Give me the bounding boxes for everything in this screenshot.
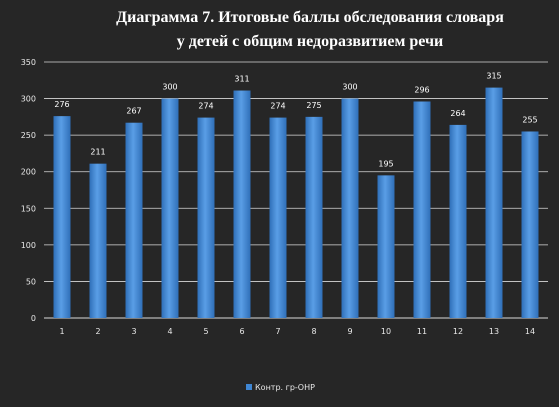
legend-label: Контр. гр-ОНР [255, 383, 315, 392]
bar [125, 122, 143, 318]
y-tick-label: 250 [21, 131, 36, 140]
x-tick-label: 4 [167, 327, 172, 336]
x-tick-label: 10 [381, 327, 391, 336]
x-tick-label: 7 [275, 327, 280, 336]
x-tick-label: 9 [347, 327, 352, 336]
bar [413, 101, 431, 318]
data-label: 195 [378, 159, 393, 168]
data-label: 275 [306, 101, 321, 110]
y-tick-label: 350 [21, 58, 36, 67]
data-label: 276 [54, 100, 69, 109]
y-tick-label: 50 [26, 277, 36, 286]
chart-title-line-1: Диаграмма 7. Итоговые баллы обследования… [116, 9, 504, 26]
data-labels: 276 211 267 300 274 311 274 275 300 195 296 264 315 2… [54, 72, 537, 169]
bar [341, 98, 359, 318]
data-label: 211 [90, 148, 105, 157]
bar [269, 117, 287, 319]
bar [521, 131, 539, 318]
y-tick-label: 300 [21, 95, 36, 104]
bar [485, 87, 503, 318]
x-tick-label: 8 [311, 327, 316, 336]
x-tick-label: 3 [131, 327, 136, 336]
x-axis-ticks: 1 2 3 4 5 6 7 8 9 10 11 12 13 14 [59, 327, 535, 336]
gridlines [44, 61, 548, 319]
bar [53, 116, 71, 318]
bar [449, 124, 467, 318]
data-label: 300 [162, 83, 177, 92]
legend-swatch [246, 384, 252, 390]
bar [377, 175, 395, 318]
bar [305, 116, 323, 318]
data-label: 315 [486, 72, 501, 81]
data-label: 255 [522, 115, 537, 124]
x-tick-label: 6 [239, 327, 244, 336]
y-tick-label: 100 [21, 241, 36, 250]
x-tick-label: 5 [203, 327, 208, 336]
bar [161, 98, 179, 318]
bar [233, 90, 251, 318]
x-tick-label: 12 [453, 327, 463, 336]
data-label: 300 [342, 83, 357, 92]
data-label: 264 [450, 109, 465, 118]
y-axis-ticks: 0 50 100 150 200 250 300 350 [21, 58, 36, 323]
chart-title-line-2: у детей с общим недоразвитием речи [177, 33, 443, 50]
x-tick-label: 14 [525, 327, 535, 336]
data-label: 296 [414, 85, 429, 94]
bar [197, 117, 215, 319]
x-tick-label: 2 [95, 327, 100, 336]
data-label: 274 [270, 102, 285, 111]
y-tick-label: 200 [21, 168, 36, 177]
x-tick-label: 13 [489, 327, 499, 336]
x-tick-label: 11 [417, 327, 427, 336]
data-label: 274 [198, 102, 213, 111]
bar [89, 163, 107, 318]
data-label: 311 [234, 75, 249, 84]
y-tick-label: 0 [31, 314, 36, 323]
bars [53, 87, 539, 319]
x-tick-label: 1 [59, 327, 64, 336]
data-label: 267 [126, 107, 141, 116]
y-tick-label: 150 [21, 204, 36, 213]
legend: Контр. гр-ОНР [246, 383, 315, 392]
